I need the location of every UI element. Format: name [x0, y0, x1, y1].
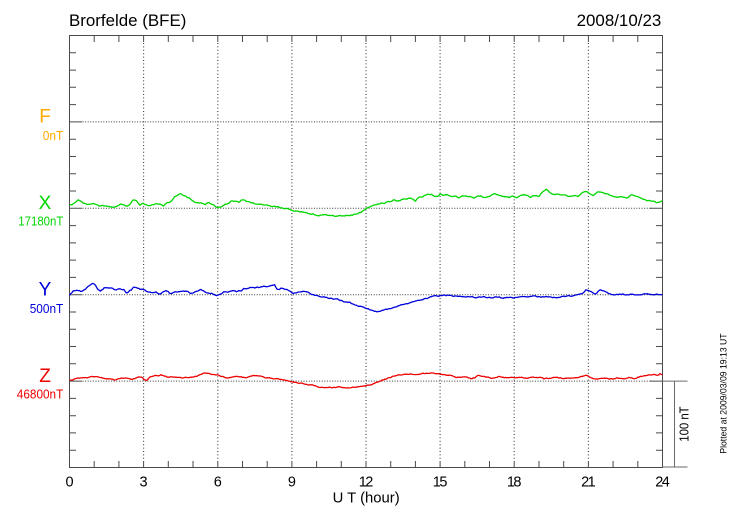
svg-text:F: F	[39, 106, 51, 127]
svg-text:6: 6	[214, 475, 222, 491]
svg-text:0nT: 0nT	[43, 128, 64, 143]
svg-text:12: 12	[359, 475, 374, 491]
svg-text:0: 0	[65, 475, 73, 491]
svg-text:9: 9	[288, 475, 296, 491]
svg-text:U T (hour): U T (hour)	[333, 490, 400, 507]
svg-text:46800nT: 46800nT	[17, 387, 64, 402]
svg-text:21: 21	[581, 475, 596, 491]
svg-text:17180nT: 17180nT	[18, 214, 63, 229]
svg-text:18: 18	[507, 475, 522, 491]
svg-text:Plotted at 2009/03/09 19:13 UT: Plotted at 2009/03/09 19:13 UT	[719, 333, 730, 453]
svg-text:Y: Y	[39, 279, 52, 300]
svg-text:2008/10/23: 2008/10/23	[577, 12, 662, 30]
svg-text:15: 15	[433, 475, 448, 491]
svg-text:X: X	[39, 193, 52, 214]
svg-text:Z: Z	[39, 366, 51, 387]
svg-text:100 nT: 100 nT	[678, 406, 692, 442]
svg-text:500nT: 500nT	[30, 301, 64, 316]
svg-text:Brorfelde (BFE): Brorfelde (BFE)	[69, 12, 186, 30]
svg-text:24: 24	[655, 475, 670, 491]
svg-text:3: 3	[140, 475, 148, 491]
